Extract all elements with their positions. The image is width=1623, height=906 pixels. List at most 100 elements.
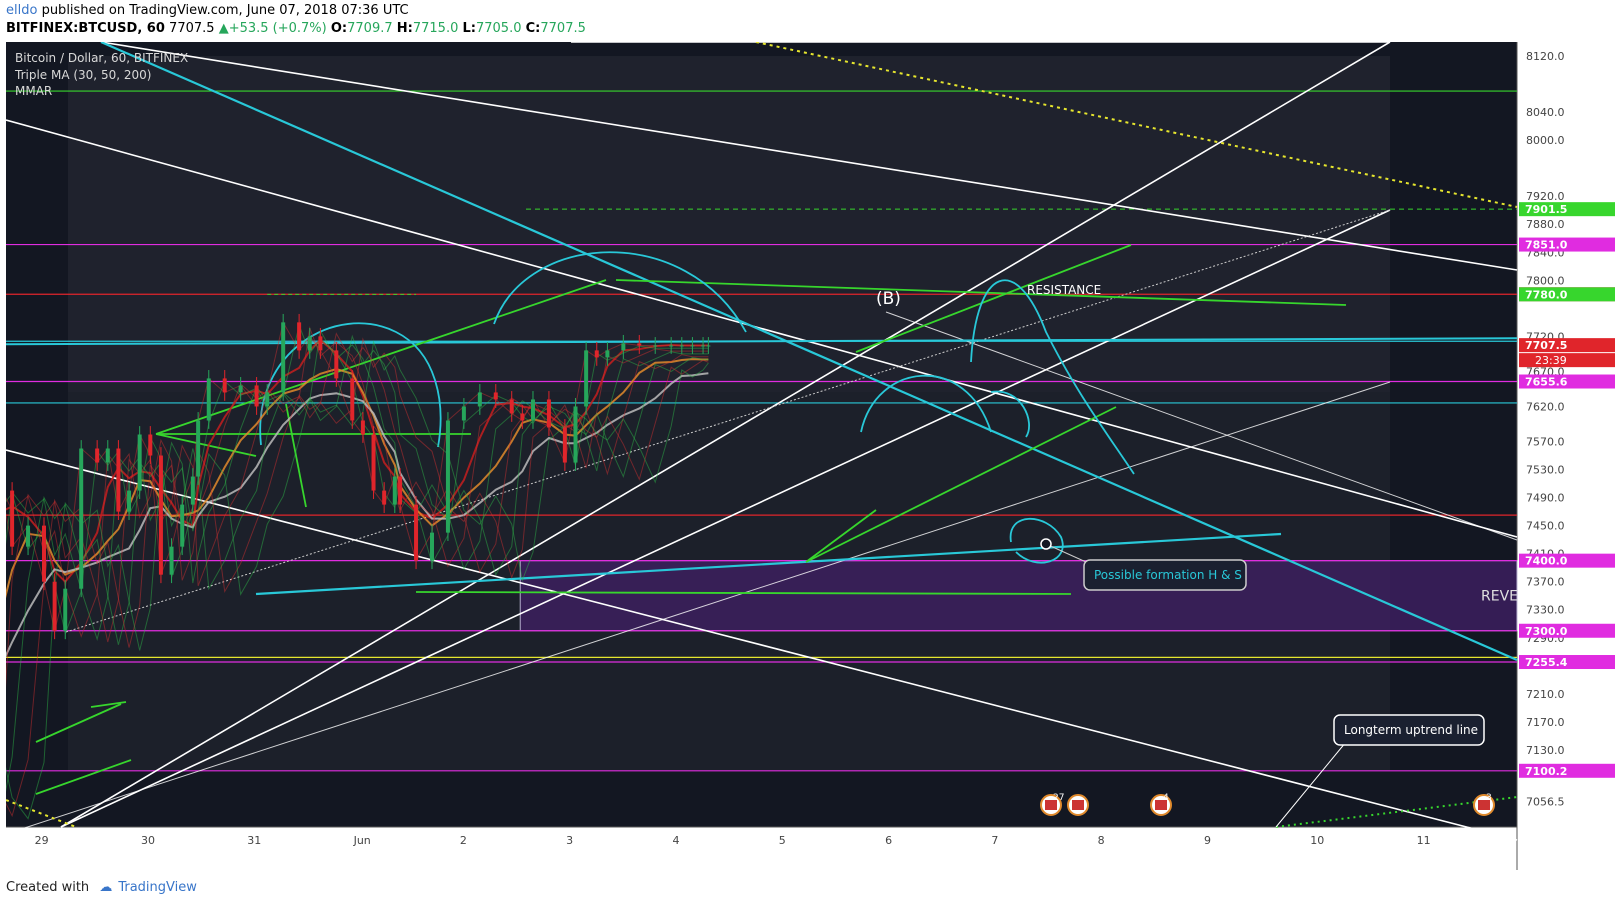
candle-body bbox=[297, 322, 302, 351]
countdown-label: 23:39 bbox=[1535, 354, 1567, 367]
x-tick-label: 5 bbox=[779, 834, 786, 847]
price-label: 7707.5 bbox=[1525, 339, 1567, 352]
candle-body bbox=[477, 392, 482, 407]
green-trend-line bbox=[415, 591, 1072, 595]
candle-body bbox=[169, 546, 174, 575]
y-tick-label: 7570.0 bbox=[1526, 436, 1565, 449]
green-trend-line bbox=[35, 759, 132, 795]
quote-line: BITFINEX:BTCUSD, 60 7707.5 ▲+53.5 (+0.7%… bbox=[6, 21, 586, 36]
candle-body bbox=[520, 413, 525, 421]
price-label-box bbox=[1519, 655, 1615, 670]
candle-body bbox=[530, 399, 535, 421]
trend-line bbox=[885, 311, 1518, 541]
x-tick-label: 8 bbox=[1098, 834, 1105, 847]
green-trend-line bbox=[35, 703, 122, 743]
candle-body bbox=[445, 420, 450, 533]
high-label: H: bbox=[396, 21, 413, 36]
y-tick-label: 7800.0 bbox=[1526, 274, 1565, 287]
price-chart[interactable]: REVE8120.08040.08000.07920.07880.07840.0… bbox=[6, 42, 1617, 870]
candle-body bbox=[706, 345, 711, 347]
price-label: 7780.0 bbox=[1525, 288, 1568, 301]
high-value: 7715.0 bbox=[412, 21, 459, 36]
shoulder-arc bbox=[860, 374, 992, 433]
y-tick-label: 7130.0 bbox=[1526, 744, 1565, 757]
candle-body bbox=[26, 525, 31, 547]
price-label-box bbox=[1519, 287, 1615, 302]
cyan-trend-line bbox=[100, 42, 1518, 662]
price-label: 7255.4 bbox=[1525, 656, 1568, 669]
publish-info: elldo published on TradingView.com, June… bbox=[6, 3, 409, 18]
yellow-dotted-line bbox=[6, 799, 77, 828]
reversal-zone-box bbox=[519, 560, 1518, 632]
candle-body bbox=[429, 532, 434, 561]
legend-title: Bitcoin / Dollar, 60, BITFINEX bbox=[15, 51, 188, 65]
flag-stripe bbox=[1478, 800, 1490, 810]
hs-callout-text: Possible formation H & S bbox=[1094, 568, 1242, 582]
published-text: published on TradingView.com, June 07, 2… bbox=[37, 3, 409, 18]
mmar-ribbon-line bbox=[6, 340, 709, 820]
wave-b-label: (B) bbox=[876, 289, 901, 309]
price-label: 7851.0 bbox=[1525, 239, 1568, 252]
callout-pointer bbox=[1045, 543, 1087, 563]
candle-body bbox=[196, 420, 201, 477]
candle-body bbox=[594, 350, 599, 358]
moving-average-line bbox=[6, 358, 709, 599]
flag-stripe bbox=[1155, 800, 1167, 810]
price-label-box bbox=[1519, 623, 1615, 638]
author-link[interactable]: elldo bbox=[6, 3, 38, 18]
candle-body bbox=[180, 504, 185, 547]
y-tick-label: 7056.5 bbox=[1526, 795, 1565, 808]
moving-average-line bbox=[6, 338, 709, 584]
candle-body bbox=[493, 392, 498, 400]
y-tick-label: 8120.0 bbox=[1526, 50, 1565, 63]
low-label: L: bbox=[462, 21, 476, 36]
time-axis[interactable] bbox=[6, 827, 1517, 870]
legend-indicator: Triple MA (30, 50, 200) bbox=[14, 68, 151, 82]
candle-body bbox=[254, 385, 259, 407]
symbol: BITFINEX:BTCUSD, 60 bbox=[6, 21, 165, 36]
uptrend-dotted-line bbox=[1275, 796, 1518, 828]
price-label: 7400.0 bbox=[1525, 555, 1568, 568]
candle-body bbox=[190, 476, 195, 505]
mmar-ribbon-line bbox=[6, 326, 709, 638]
shoulder-arc bbox=[990, 390, 1030, 438]
candle-body bbox=[653, 345, 658, 347]
x-tick-label: 30 bbox=[141, 834, 155, 847]
longterm-callout-box bbox=[1333, 714, 1485, 746]
y-tick-label: 7170.0 bbox=[1526, 716, 1565, 729]
up-arrow-icon: ▲ bbox=[218, 21, 229, 36]
chart-header: elldo published on TradingView.com, June… bbox=[0, 0, 1623, 42]
candle-body bbox=[573, 406, 578, 463]
price-label-box bbox=[1519, 237, 1615, 252]
close-label: C: bbox=[525, 21, 541, 36]
y-tick-label: 8040.0 bbox=[1526, 106, 1565, 119]
tradingview-link[interactable]: TradingView bbox=[118, 880, 197, 895]
legend-indicator: MMAR bbox=[15, 84, 52, 98]
close-value: 7707.5 bbox=[540, 21, 586, 36]
candle-body bbox=[509, 399, 514, 414]
candle-body bbox=[95, 448, 100, 463]
candle-body bbox=[562, 427, 567, 463]
candle-body bbox=[238, 385, 243, 393]
y-tick-label: 7920.0 bbox=[1526, 190, 1565, 203]
shoulder-arc bbox=[259, 322, 442, 448]
price-label: 7901.5 bbox=[1525, 203, 1567, 216]
trend-line bbox=[6, 119, 1518, 538]
price-axis[interactable] bbox=[1517, 42, 1617, 870]
price-label: 7300.0 bbox=[1525, 625, 1568, 638]
candle-body bbox=[461, 406, 466, 421]
candle-body bbox=[318, 336, 323, 351]
chart-area[interactable]: REVE 8120.0 8040.0 8000.0 7920.0 7880.0 7840.0… bbox=[6, 42, 1617, 870]
tradingview-logo-icon[interactable]: ☁ bbox=[99, 880, 113, 895]
flag-stripe bbox=[1045, 800, 1057, 810]
y-tick-label: 7620.0 bbox=[1526, 400, 1565, 413]
candle-body bbox=[621, 343, 626, 351]
candle-body bbox=[360, 420, 365, 435]
resistance-label: RESISTANCE bbox=[1027, 283, 1101, 297]
candle-body bbox=[382, 490, 387, 505]
x-tick-label: 2 bbox=[460, 834, 467, 847]
candle-body bbox=[584, 350, 589, 407]
shaded-range bbox=[68, 56, 1390, 393]
price-label-box bbox=[1519, 763, 1615, 778]
x-tick-label: 11 bbox=[1417, 834, 1431, 847]
